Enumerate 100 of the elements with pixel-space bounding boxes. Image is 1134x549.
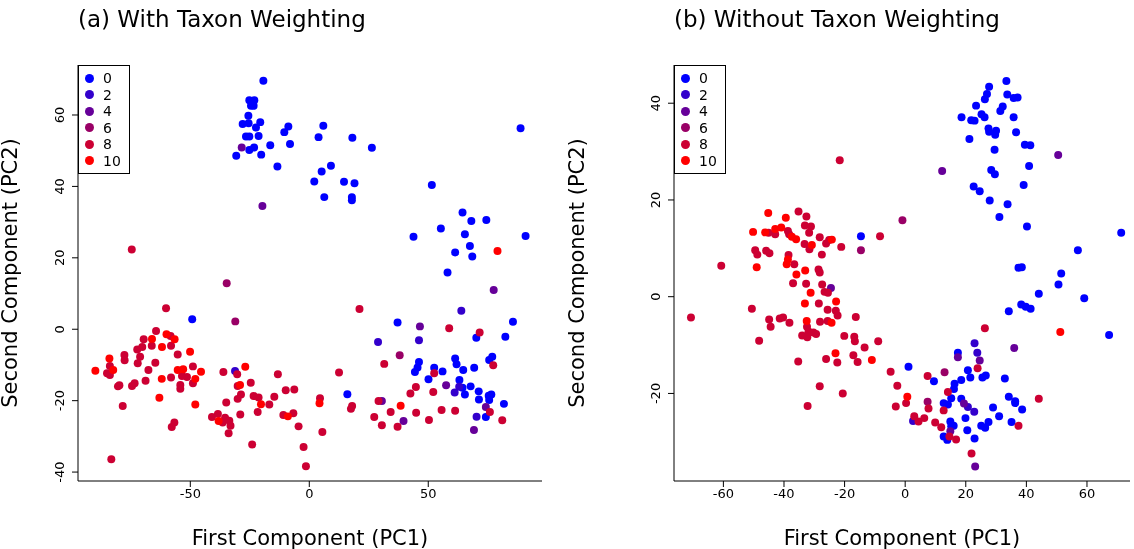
point: [231, 317, 240, 326]
point: [170, 335, 179, 344]
x-tick-label: 0: [901, 486, 910, 502]
point: [1056, 328, 1065, 336]
x-tick-label: -50: [179, 486, 201, 502]
y-tick-label: 0: [52, 325, 67, 334]
x-tick-label: -40: [773, 486, 795, 502]
point: [975, 356, 984, 365]
point: [807, 240, 816, 249]
point: [283, 412, 292, 421]
point: [752, 263, 761, 272]
point: [481, 403, 490, 412]
legend-label: 10: [699, 152, 717, 169]
point: [158, 343, 166, 352]
x-axis-title: First Component (PC1): [783, 526, 1021, 549]
point: [374, 338, 383, 347]
x-tick-label: 0: [305, 486, 314, 502]
point: [258, 202, 267, 211]
point: [457, 306, 466, 315]
point: [764, 209, 773, 217]
point: [1054, 150, 1063, 159]
point: [792, 235, 801, 244]
point: [1010, 344, 1019, 352]
y-tick-label: 20: [648, 191, 663, 209]
x-tick-label: -20: [833, 486, 856, 502]
point: [749, 227, 758, 236]
point: [781, 213, 790, 222]
x-tick-label: 60: [1078, 486, 1096, 502]
point: [315, 399, 324, 408]
point: [867, 356, 876, 365]
point: [832, 297, 841, 306]
point: [395, 351, 404, 360]
y-tick-label: 40: [52, 178, 67, 195]
x-axis-title: First Component (PC1): [191, 526, 429, 549]
point: [801, 266, 810, 275]
y-axis-title: Second Component (PC2): [0, 138, 23, 408]
point: [472, 412, 481, 421]
y-tick-label: -20: [648, 382, 663, 405]
y-tick-label: 20: [52, 249, 67, 267]
point: [856, 246, 865, 255]
y-tick-label: 60: [52, 106, 67, 124]
legend-label: 2: [103, 86, 112, 103]
point: [959, 399, 968, 408]
point: [792, 270, 801, 279]
point: [493, 247, 502, 256]
legend-label: 0: [103, 70, 112, 87]
point: [157, 374, 166, 383]
point: [970, 407, 979, 416]
point: [806, 288, 815, 297]
y-tick-label: -20: [52, 390, 67, 412]
point: [105, 354, 114, 363]
legend-label: 4: [699, 103, 708, 120]
point: [898, 216, 907, 225]
point: [399, 417, 408, 425]
point: [241, 362, 250, 371]
point: [442, 381, 451, 390]
point: [782, 260, 791, 269]
chart-title: (a) With Taxon Weighting: [78, 6, 366, 32]
point: [469, 425, 478, 434]
point: [91, 366, 100, 375]
point: [827, 318, 836, 327]
legend-label: 0: [699, 70, 708, 87]
y-axis-title: Second Component (PC2): [565, 138, 590, 408]
point: [973, 348, 982, 357]
y-tick-label: -40: [52, 461, 67, 483]
legend-label: 4: [103, 103, 112, 120]
x-tick-label: -60: [712, 486, 734, 502]
point: [173, 365, 182, 374]
y-tick-label: 0: [648, 292, 663, 301]
point: [971, 462, 980, 471]
point: [489, 285, 498, 294]
point: [938, 166, 947, 175]
point: [191, 374, 200, 383]
point: [415, 322, 424, 331]
point: [777, 223, 786, 232]
point: [148, 334, 156, 343]
point: [191, 400, 200, 409]
legend-label: 2: [699, 86, 708, 103]
point: [450, 388, 459, 397]
point: [396, 401, 405, 410]
legend-label: 10: [103, 152, 121, 169]
point: [970, 339, 979, 348]
legend-label: 8: [103, 136, 112, 153]
point: [923, 397, 932, 406]
legend-label: 6: [103, 119, 112, 136]
legend-label: 8: [699, 136, 708, 153]
point: [222, 279, 231, 288]
chart-title: (b) Without Taxon Weighting: [674, 6, 1000, 32]
point: [953, 353, 962, 362]
x-tick-label: 50: [419, 486, 437, 502]
point: [214, 417, 223, 425]
point: [155, 393, 164, 402]
y-tick-label: 40: [648, 94, 663, 112]
point: [256, 400, 265, 409]
point: [831, 349, 840, 358]
point: [186, 347, 195, 356]
point: [162, 330, 171, 339]
x-tick-label: 40: [1018, 486, 1035, 502]
legend-label: 6: [699, 119, 708, 136]
point: [802, 316, 811, 325]
